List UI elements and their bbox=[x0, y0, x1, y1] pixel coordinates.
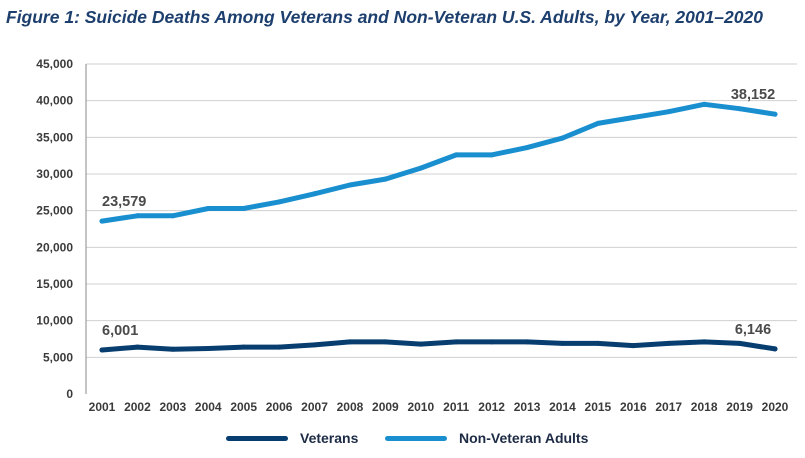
x-tick-label: 2003 bbox=[159, 400, 186, 414]
legend: Veterans Non-Veteran Adults bbox=[0, 430, 805, 450]
data-point-veterans bbox=[134, 344, 140, 350]
data-point-non-veteran-adults bbox=[737, 106, 743, 112]
y-tick-label: 40,000 bbox=[36, 94, 73, 108]
gridlines bbox=[86, 63, 797, 358]
data-point-non-veteran-adults bbox=[99, 218, 105, 224]
y-tick-label: 5,000 bbox=[43, 350, 73, 364]
x-tick-label: 2018 bbox=[691, 400, 718, 414]
data-point-veterans bbox=[382, 339, 388, 345]
data-label-non-veteran-adults: 38,152 bbox=[731, 87, 775, 103]
x-tick-label: 2012 bbox=[478, 400, 505, 414]
data-point-non-veteran-adults bbox=[701, 101, 707, 107]
x-tick-label: 2015 bbox=[585, 400, 612, 414]
data-point-non-veteran-adults bbox=[772, 111, 778, 117]
data-label-veterans: 6,001 bbox=[102, 323, 138, 339]
legend-item-non-veteran-adults: Non-Veteran Adults bbox=[385, 430, 588, 446]
x-tick-label: 2010 bbox=[407, 400, 434, 414]
data-point-veterans bbox=[737, 340, 743, 346]
data-point-veterans bbox=[559, 340, 565, 346]
data-point-veterans bbox=[772, 346, 778, 352]
data-point-veterans bbox=[205, 346, 211, 352]
x-tick-label: 2016 bbox=[620, 400, 647, 414]
x-tick-label: 2004 bbox=[195, 400, 222, 414]
series-line-veterans bbox=[99, 339, 778, 353]
data-point-non-veteran-adults bbox=[134, 213, 140, 219]
x-axis-ticks: 2001 2002 2003 2004 2005 2006 2007 2008 2009 2010… bbox=[89, 400, 789, 414]
y-tick-label: 0 bbox=[66, 387, 73, 401]
data-point-non-veteran-adults bbox=[170, 213, 176, 219]
x-tick-label: 2014 bbox=[549, 400, 576, 414]
data-point-non-veteran-adults bbox=[453, 152, 459, 158]
y-tick-label: 25,000 bbox=[36, 204, 73, 218]
x-tick-label: 2019 bbox=[726, 400, 753, 414]
data-point-veterans bbox=[524, 339, 530, 345]
x-tick-label: 2006 bbox=[266, 400, 293, 414]
data-point-non-veteran-adults bbox=[382, 176, 388, 182]
data-point-non-veteran-adults bbox=[241, 205, 247, 211]
x-tick-label: 2008 bbox=[337, 400, 364, 414]
x-tick-label: 2020 bbox=[762, 400, 789, 414]
data-point-non-veteran-adults bbox=[666, 109, 672, 115]
data-point-veterans bbox=[489, 339, 495, 345]
data-point-non-veteran-adults bbox=[276, 199, 282, 205]
x-tick-label: 2001 bbox=[89, 400, 116, 414]
legend-item-veterans: Veterans bbox=[226, 430, 358, 446]
data-point-veterans bbox=[666, 340, 672, 346]
y-tick-label: 35,000 bbox=[36, 130, 73, 144]
data-point-veterans bbox=[347, 339, 353, 345]
data-point-non-veteran-adults bbox=[595, 120, 601, 126]
data-point-non-veteran-adults bbox=[524, 145, 530, 151]
y-tick-label: 10,000 bbox=[36, 314, 73, 328]
data-point-veterans bbox=[595, 340, 601, 346]
data-label-veterans: 6,146 bbox=[735, 322, 771, 338]
legend-swatch-veterans bbox=[226, 435, 288, 441]
line-chart: 0 5,000 10,000 15,000 20,000 25,000 30,000 35,0… bbox=[36, 57, 797, 414]
x-tick-label: 2009 bbox=[372, 400, 399, 414]
y-tick-label: 30,000 bbox=[36, 167, 73, 181]
y-tick-label: 20,000 bbox=[36, 240, 73, 254]
y-tick-label: 45,000 bbox=[36, 57, 73, 71]
data-point-veterans bbox=[241, 344, 247, 350]
data-point-non-veteran-adults bbox=[559, 135, 565, 141]
x-tick-label: 2011 bbox=[443, 400, 469, 414]
y-tick-label: 15,000 bbox=[36, 277, 73, 291]
data-point-veterans bbox=[170, 346, 176, 352]
x-tick-label: 2002 bbox=[124, 400, 151, 414]
data-labels: 6,001 6,146 23,579 38,152 bbox=[102, 87, 775, 339]
data-label-non-veteran-adults: 23,579 bbox=[102, 194, 146, 210]
legend-label-non-veteran-adults: Non-Veteran Adults bbox=[459, 430, 589, 446]
data-point-veterans bbox=[99, 347, 105, 353]
x-tick-label: 2013 bbox=[514, 400, 541, 414]
series-line-non-veteran-adults bbox=[99, 101, 778, 224]
series-lines bbox=[99, 101, 778, 353]
data-point-veterans bbox=[312, 342, 318, 348]
data-point-veterans bbox=[418, 341, 424, 347]
data-point-non-veteran-adults bbox=[347, 182, 353, 188]
data-point-non-veteran-adults bbox=[312, 191, 318, 197]
data-point-non-veteran-adults bbox=[418, 165, 424, 171]
data-point-non-veteran-adults bbox=[489, 152, 495, 158]
chart-title: Figure 1: Suicide Deaths Among Veterans … bbox=[6, 7, 763, 27]
legend-swatch-non-veteran-adults bbox=[385, 435, 447, 441]
x-tick-label: 2007 bbox=[301, 400, 328, 414]
data-point-veterans bbox=[701, 339, 707, 345]
data-point-veterans bbox=[276, 344, 282, 350]
data-point-non-veteran-adults bbox=[205, 205, 211, 211]
y-axis-ticks: 0 5,000 10,000 15,000 20,000 25,000 30,000 35,0… bbox=[36, 57, 73, 401]
data-point-non-veteran-adults bbox=[630, 115, 636, 121]
x-tick-label: 2005 bbox=[230, 400, 257, 414]
x-tick-label: 2017 bbox=[655, 400, 682, 414]
data-point-veterans bbox=[630, 343, 636, 349]
legend-label-veterans: Veterans bbox=[300, 430, 359, 446]
data-point-veterans bbox=[453, 339, 459, 345]
